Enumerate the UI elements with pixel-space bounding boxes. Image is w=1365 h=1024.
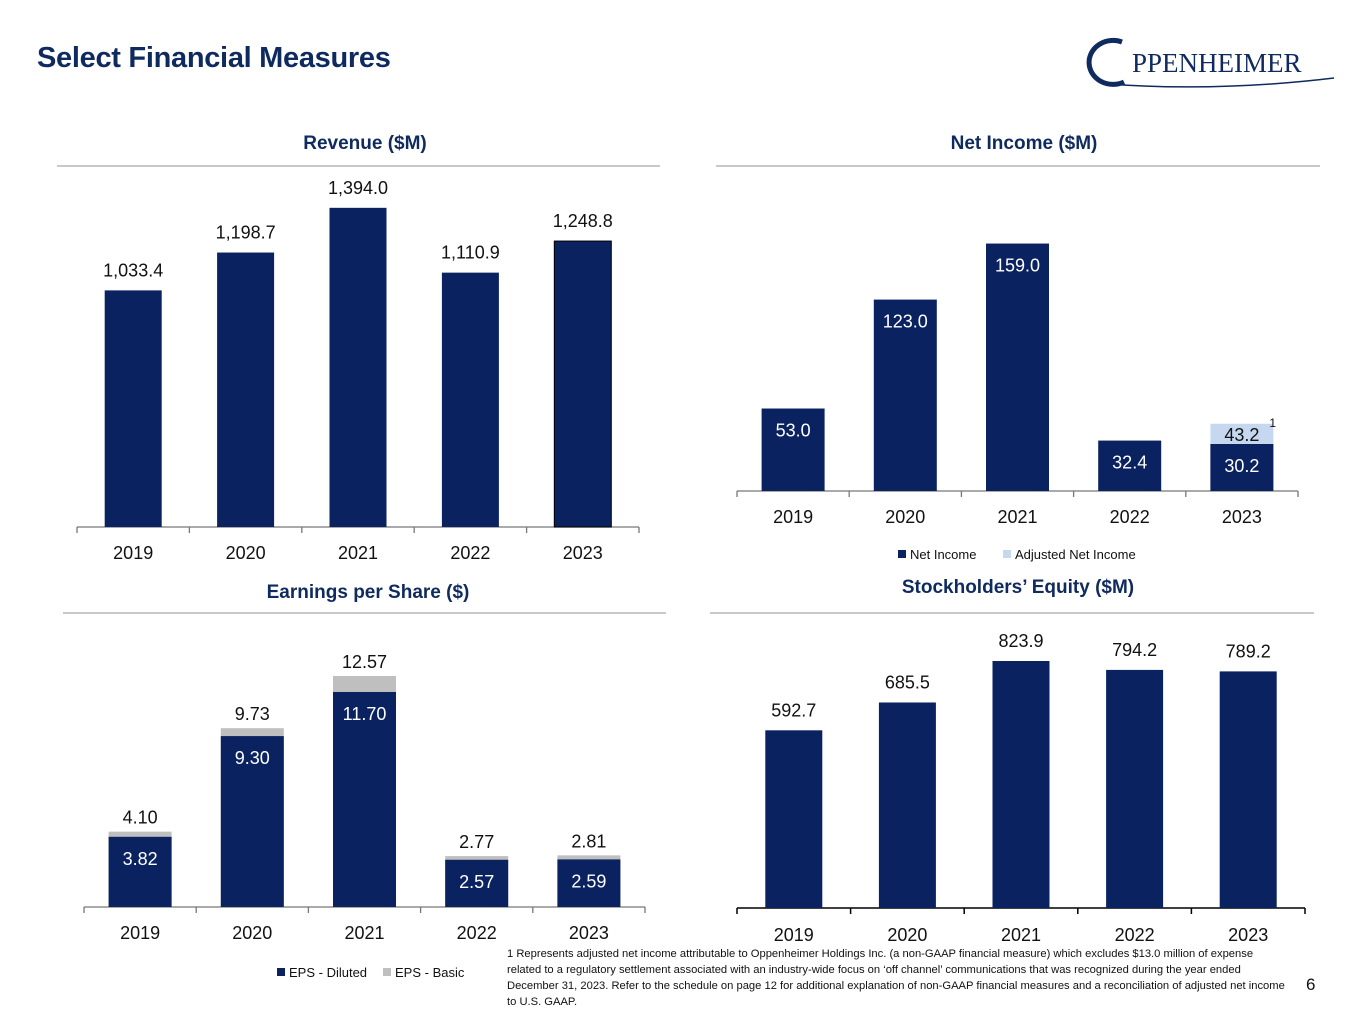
revenue-x-tick-label: 2021: [338, 543, 378, 563]
eps-diluted-bar: [220, 736, 284, 907]
legend-adjusted-label: Adjusted Net Income: [1015, 547, 1136, 562]
net-income-x-tick-label: 2019: [773, 507, 813, 527]
net-income-data-label: 30.2: [1224, 456, 1259, 476]
eps-basic-label: 2.77: [459, 832, 494, 852]
legend-net-income-label: Net Income: [910, 547, 976, 562]
eps-x-tick-label: 2020: [232, 923, 272, 943]
page-title: Select Financial Measures: [37, 42, 391, 74]
eps-diluted-bar: [557, 859, 621, 907]
adjusted-footnote-mark: 1: [1269, 416, 1276, 430]
net-income-bar: [761, 408, 825, 491]
revenue-bar: [329, 207, 387, 527]
revenue-data-label: 1,198.7: [216, 223, 276, 243]
eps-diluted-label: 11.70: [343, 704, 387, 724]
eps-x-tick-label: 2021: [344, 923, 384, 943]
revenue-title-rule: [57, 165, 660, 167]
revenue-x-tick-label: 2020: [226, 543, 266, 563]
equity-x-tick-label: 2023: [1228, 925, 1268, 945]
revenue-data-label: 1,248.8: [553, 211, 613, 231]
equity-x-tick-label: 2020: [887, 925, 927, 945]
oppenheimer-logo: PPENHEIMER: [1086, 37, 1335, 88]
equity-chart-title: Stockholders’ Equity ($M): [901, 577, 1135, 598]
page-number: 6: [1306, 975, 1316, 994]
equity-x-tick-label: 2022: [1115, 925, 1155, 945]
revenue-bar: [104, 290, 162, 527]
net-income-bar: [873, 299, 937, 491]
revenue-data-label: 1,033.4: [103, 260, 163, 280]
net-income-x-tick-label: 2023: [1222, 507, 1262, 527]
equity-data-label: 823.9: [998, 631, 1043, 651]
eps-diluted-label: 2.57: [459, 872, 494, 892]
net-income-x-tick-label: 2022: [1110, 507, 1150, 527]
legend-eps-diluted-swatch: [277, 968, 285, 976]
eps-diluted-label: 9.30: [235, 748, 270, 768]
revenue-x-tick-label: 2023: [563, 543, 603, 563]
net-income-data-label: 32.4: [1112, 453, 1147, 473]
net-income-bar: [1098, 440, 1162, 491]
net-income-bar: [1210, 444, 1274, 491]
eps-basic-label: 2.81: [571, 831, 606, 851]
net-income-x-tick-label: 2020: [885, 507, 925, 527]
equity-bar: [878, 702, 936, 908]
net-income-data-label: 53.0: [776, 421, 811, 441]
equity-data-label: 592.7: [771, 700, 816, 720]
net-income-chart-title: Net Income ($M): [950, 133, 1098, 154]
revenue-x-tick-label: 2019: [113, 543, 153, 563]
eps-diluted-bar: [445, 859, 509, 907]
footnote: 1 Represents adjusted net income attribu…: [507, 948, 1285, 1008]
eps-x-tick-label: 2019: [120, 923, 160, 943]
equity-data-label: 685.5: [885, 672, 930, 692]
legend-net-income-swatch: [898, 550, 906, 558]
eps-basic-label: 4.10: [123, 808, 158, 828]
revenue-bar: [217, 252, 275, 527]
eps-diluted-label: 3.82: [123, 849, 158, 869]
revenue-x-tick-label: 2022: [450, 543, 490, 563]
net-income-data-label: 123.0: [883, 312, 928, 332]
revenue-chart-title: Revenue ($M): [303, 133, 427, 154]
equity-bar: [1106, 669, 1164, 908]
eps-diluted-label: 2.59: [571, 871, 606, 891]
equity-x-tick-label: 2019: [774, 925, 814, 945]
equity-bar: [765, 730, 823, 908]
equity-bar: [992, 661, 1050, 908]
legend-eps-basic-label: EPS - Basic: [395, 965, 465, 980]
eps-chart-title: Earnings per Share ($): [266, 582, 470, 603]
eps-diluted-bar: [108, 836, 172, 907]
net-income-bar: [986, 243, 1049, 491]
legend-adjusted-swatch: [1003, 550, 1011, 558]
eps-x-tick-label: 2023: [569, 923, 609, 943]
eps-x-tick-label: 2022: [457, 923, 497, 943]
equity-bar: [1219, 671, 1277, 908]
revenue-bar: [553, 240, 612, 528]
revenue-data-label: 1,394.0: [328, 178, 388, 198]
net-income-title-rule: [716, 165, 1320, 167]
legend-eps-diluted-label: EPS - Diluted: [289, 965, 367, 980]
eps-basic-label: 9.73: [235, 704, 270, 724]
eps-title-rule: [63, 612, 666, 614]
equity-x-tick-label: 2021: [1001, 925, 1041, 945]
net-income-data-label: 159.0: [995, 256, 1040, 276]
eps-diluted-bar: [333, 691, 396, 907]
logo-text: PPENHEIMER: [1132, 48, 1302, 78]
revenue-data-label: 1,110.9: [441, 243, 500, 263]
revenue-bar: [441, 272, 499, 527]
equity-title-rule: [710, 612, 1314, 614]
net-income-x-tick-label: 2021: [997, 507, 1037, 527]
legend-eps-basic-swatch: [383, 968, 391, 976]
adjusted-net-income-label: 43.2: [1224, 425, 1259, 445]
equity-data-label: 794.2: [1112, 640, 1157, 660]
equity-data-label: 789.2: [1226, 641, 1271, 661]
eps-basic-label: 12.57: [342, 652, 387, 672]
